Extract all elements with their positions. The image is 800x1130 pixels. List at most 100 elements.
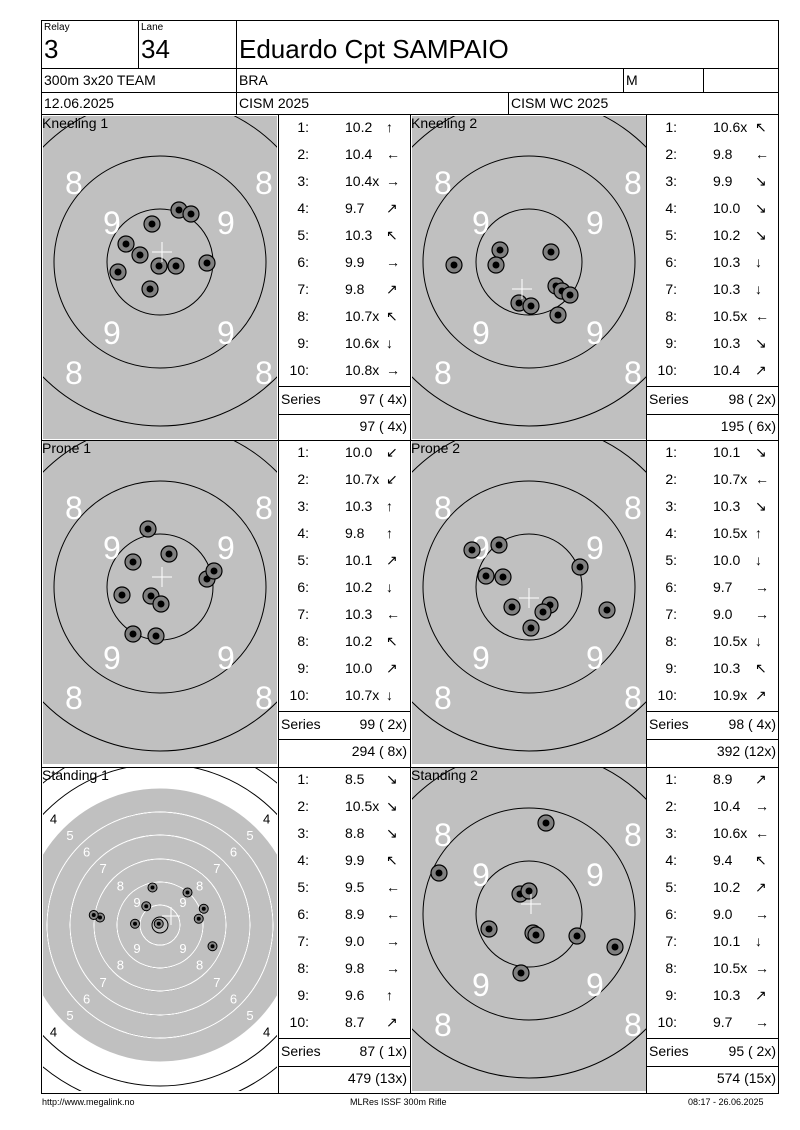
shot-value: 9.0 <box>713 606 733 622</box>
ring-number: 8 <box>624 817 642 853</box>
shot-row: 10: 10.8x → <box>279 362 410 384</box>
shot-hole-center <box>496 246 504 254</box>
shot-row: 1: 10.6x ↖ <box>647 119 779 141</box>
shot-value: 9.4 <box>713 852 733 868</box>
shot-number: 2: <box>665 471 677 487</box>
shot-hole-center <box>185 890 190 895</box>
shot-hole-center <box>517 969 525 977</box>
shot-row: 10: 10.7x ↓ <box>279 687 410 709</box>
shot-direction-icon: ↖ <box>386 852 398 868</box>
shot-value: 10.4 <box>345 146 373 162</box>
shot-hole-center <box>203 259 211 267</box>
shot-hole-center <box>118 591 126 599</box>
running-total: 97 ( 4x) <box>359 418 407 434</box>
shot-value: 10.3 <box>713 498 741 514</box>
ring-number: 9 <box>586 857 604 893</box>
shot-direction-icon: ↙ <box>386 444 398 460</box>
series-title: Kneeling 2 <box>411 115 478 131</box>
shot-value: 9.8 <box>345 525 365 541</box>
shot-number: 8: <box>297 633 309 649</box>
shot-hole-center <box>611 943 619 951</box>
shot-hole-center <box>527 302 535 310</box>
header-frame <box>41 20 779 115</box>
ring-number: 6 <box>83 991 90 1006</box>
shot-value: 9.8 <box>713 146 733 162</box>
shot-row: 5: 10.1 ↗ <box>279 552 410 574</box>
shot-number: 5: <box>665 227 677 243</box>
ring-number: 8 <box>196 958 203 973</box>
series-total: 98 ( 4x) <box>728 716 776 732</box>
shot-hole-center <box>573 932 581 940</box>
shot-row: 6: 8.9 ← <box>279 906 410 928</box>
shot-row: 10: 10.9x ↗ <box>647 687 779 709</box>
scoring-ring <box>43 768 277 1087</box>
shot-direction-icon: → <box>386 173 400 189</box>
ring-number: 9 <box>103 315 121 351</box>
ring-number: 8 <box>624 165 642 201</box>
shot-direction-icon: ← <box>386 146 400 162</box>
shot-hole-center <box>136 251 144 259</box>
scoring-ring <box>412 116 646 427</box>
shot-direction-icon: ↗ <box>755 879 767 895</box>
shot-row: 5: 10.0 ↓ <box>647 552 779 574</box>
shot-value: 10.5x <box>713 960 748 976</box>
series-total: 97 ( 4x) <box>359 391 407 407</box>
shot-hole-center <box>172 262 180 270</box>
series-label: Series <box>649 1043 689 1059</box>
shot-direction-icon: → <box>386 933 400 949</box>
shot-value: 10.3 <box>713 281 741 297</box>
shot-row: 9: 10.0 ↗ <box>279 660 410 682</box>
series-title: Standing 1 <box>42 767 109 783</box>
shot-hole-center <box>129 558 137 566</box>
shot-direction-icon: ↘ <box>755 444 767 460</box>
shot-direction-icon: ↗ <box>755 362 767 378</box>
footer-url[interactable]: http://www.megalink.no <box>42 1097 135 1107</box>
shot-hole-center <box>482 572 490 580</box>
shot-value: 9.0 <box>345 933 365 949</box>
shot-row: 10: 9.7 → <box>647 1014 779 1036</box>
shot-value: 9.0 <box>713 906 733 922</box>
shot-direction-icon: ↖ <box>386 633 398 649</box>
shot-row: 4: 10.5x ↑ <box>647 525 779 547</box>
shot-number: 10: <box>289 1014 309 1030</box>
shot-direction-icon: ← <box>755 825 769 841</box>
shot-number: 3: <box>665 825 677 841</box>
shot-direction-icon: ↓ <box>386 335 393 351</box>
shot-value: 10.2 <box>713 879 741 895</box>
shot-row: 5: 10.2 ↘ <box>647 227 779 249</box>
shot-number: 2: <box>297 146 309 162</box>
shot-row: 4: 9.7 ↗ <box>279 200 410 222</box>
shot-row: 9: 10.3 ↖ <box>647 660 779 682</box>
ring-number: 9 <box>103 530 121 566</box>
shot-value: 10.2 <box>713 227 741 243</box>
shot-row: 7: 10.1 ↓ <box>647 933 779 955</box>
shot-direction-icon: ↑ <box>386 119 393 135</box>
shot-value: 10.7x <box>345 687 380 703</box>
shot-direction-icon: ↑ <box>386 498 393 514</box>
shot-value: 9.9 <box>345 254 365 270</box>
shot-row: 2: 10.4 ← <box>279 146 410 168</box>
shot-value: 9.9 <box>345 852 365 868</box>
running-total: 392 (12x) <box>716 743 776 759</box>
shot-value: 10.4x <box>345 173 380 189</box>
ring-number: 9 <box>586 205 604 241</box>
shot-hole-center <box>91 913 96 917</box>
shot-value: 10.5x <box>713 633 748 649</box>
series-total: 87 ( 1x) <box>359 1043 407 1059</box>
series-total: 99 ( 2x) <box>359 716 407 732</box>
shot-number: 8: <box>665 633 677 649</box>
shot-row: 7: 10.3 ↓ <box>647 281 779 303</box>
series-title: Kneeling 1 <box>42 115 109 131</box>
lane-value: 34 <box>141 34 170 64</box>
ring-number: 7 <box>213 975 220 990</box>
shot-hole-center <box>98 915 102 920</box>
shot-number: 7: <box>665 281 677 297</box>
target-5: 4 44 45 55 56 66 67 77 78 88 89 99 9 <box>43 768 277 1091</box>
shot-value: 9.7 <box>713 579 733 595</box>
shot-value: 10.3 <box>713 660 741 676</box>
scoring-ring <box>422 155 636 369</box>
shot-value: 8.7 <box>345 1014 365 1030</box>
shot-row: 3: 9.9 ↘ <box>647 173 779 195</box>
ring-number: 9 <box>103 640 121 676</box>
shot-value: 10.9x <box>713 687 748 703</box>
